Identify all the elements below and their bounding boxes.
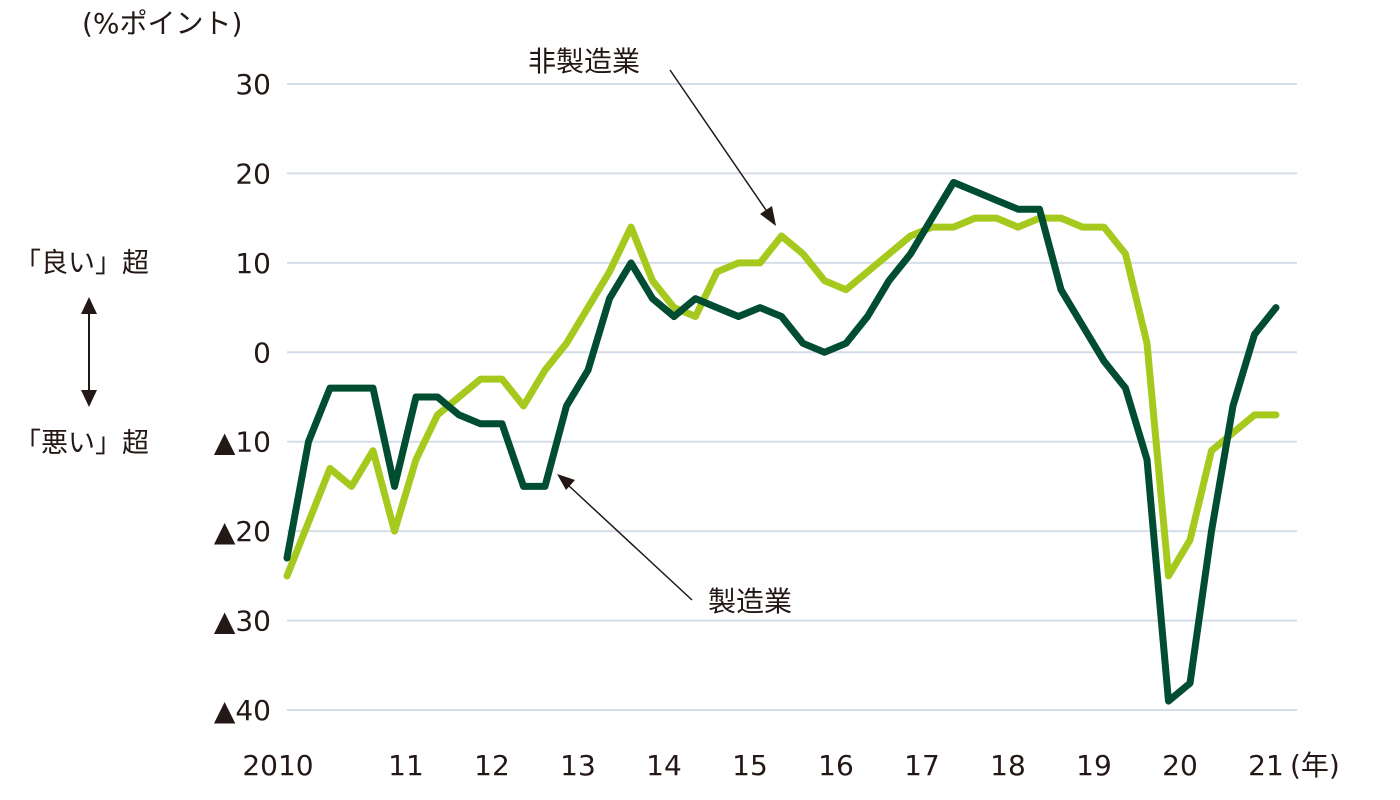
- x-axis-ticks: 2010 11 12 13 14 15 16 17 18 19 20 21: [242, 749, 1283, 782]
- nonmanufacturing-annotation-arrow-line: [669, 69, 769, 214]
- manufacturing-annotation-arrow-line: [567, 484, 693, 601]
- manufacturing-annotation: 製造業: [557, 474, 792, 618]
- x-tick-label: 20: [1162, 749, 1198, 782]
- y-tick-label: 0: [253, 336, 271, 369]
- y-unit-label: (%ポイント): [82, 7, 242, 40]
- manufacturing-annotation-label: 製造業: [708, 585, 792, 618]
- series-lines: [283, 178, 1280, 705]
- x-tick-label: 16: [818, 749, 854, 782]
- series-line-nonmanufacturing: [283, 214, 1280, 580]
- double-arrow-up-head: [81, 297, 97, 314]
- good-bad-indicator: 「良い」超 「悪い」超: [14, 248, 149, 459]
- x-tick-label: 19: [1076, 749, 1112, 782]
- x-tick-label: 14: [646, 749, 682, 782]
- series-line-manufacturing: [283, 178, 1280, 705]
- x-tick-label: 12: [474, 749, 510, 782]
- x-unit-label: (年): [1290, 749, 1340, 782]
- y-tick-label: ▲10: [214, 426, 271, 459]
- y-tick-label: 30: [235, 68, 271, 101]
- y-tick-label: 20: [235, 157, 271, 190]
- y-tick-label: ▲40: [214, 694, 271, 727]
- nonmanufacturing-annotation: 非製造業: [528, 45, 776, 226]
- x-tick-label: 18: [990, 749, 1026, 782]
- bad-side-label: 「悪い」超: [14, 428, 149, 459]
- x-tick-label: 15: [732, 749, 768, 782]
- y-tick-label: ▲20: [214, 515, 271, 548]
- nonmanufacturing-annotation-label: 非製造業: [528, 45, 640, 78]
- x-tick-label: 21: [1248, 749, 1284, 782]
- manufacturing-annotation-arrowhead: [557, 474, 575, 490]
- nonmanufacturing-annotation-arrowhead: [760, 206, 776, 226]
- x-tick-label: 2010: [242, 749, 313, 782]
- y-tick-label: 10: [235, 247, 271, 280]
- y-axis-ticks: 30 20 10 0 ▲10 ▲20 ▲30 ▲40: [214, 68, 271, 727]
- y-tick-label: ▲30: [214, 605, 271, 638]
- gridlines: [287, 83, 1297, 711]
- double-arrow-down-head: [81, 390, 97, 407]
- x-tick-label: 11: [388, 749, 424, 782]
- x-tick-label: 13: [560, 749, 596, 782]
- good-side-label: 「良い」超: [14, 248, 149, 279]
- x-tick-label: 17: [904, 749, 940, 782]
